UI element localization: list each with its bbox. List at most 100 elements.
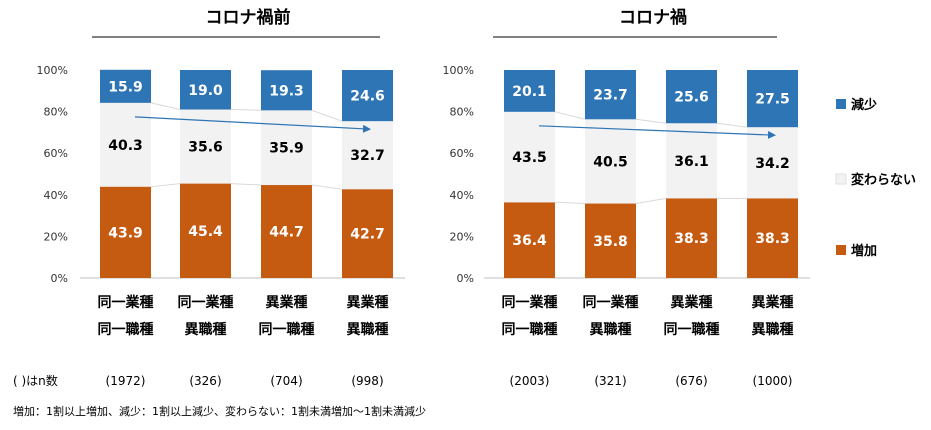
bar-segment-増加: [342, 189, 393, 278]
category-label-line2: 同一職種: [259, 321, 315, 338]
y-tick-label: 80%: [44, 106, 68, 119]
bar-segment-変わらない: [261, 110, 312, 186]
bar-segment-増加: [504, 202, 555, 278]
series-connector: [716, 122, 748, 128]
series-connector: [311, 184, 343, 190]
data-label: 40.3: [108, 138, 143, 154]
series-connector: [635, 118, 667, 124]
series-connector: [635, 197, 667, 205]
category-label-line1: 異業種: [752, 294, 794, 311]
category-label-line2: 異職種: [590, 321, 632, 338]
data-label: 36.1: [674, 154, 709, 170]
bar-segment-減少: [180, 70, 231, 110]
data-label: 15.9: [108, 79, 143, 95]
chart-panel-2: コロナ禍 0% 20% 40% 60% 80% 100% 36.4 43.5 20.1 同一業種同一…: [443, 7, 810, 388]
series-connector: [554, 111, 586, 120]
y-tick-label: 100%: [37, 64, 68, 77]
data-label: 23.7: [593, 88, 628, 104]
y-tick-label: 40%: [450, 189, 474, 202]
series-connector: [554, 201, 586, 205]
data-label: 42.7: [350, 227, 385, 243]
category-label-line1: 同一業種: [98, 294, 154, 311]
y-tick-label: 100%: [443, 64, 474, 77]
y-tick-label: 0%: [51, 272, 68, 285]
category-label-line1: 同一業種: [178, 294, 234, 311]
chart-panel-1: コロナ禍前0%20%40%60%80%100%43.940.315.9同一業種同…: [37, 7, 405, 388]
series-connector: [150, 183, 181, 188]
data-label: 38.3: [674, 231, 709, 247]
category-label-line2: 同一職種: [664, 321, 720, 338]
y-tick-label: 40%: [44, 189, 68, 202]
category-label-line1: 異業種: [347, 294, 389, 311]
category-label-line2: 同一職種: [98, 321, 154, 338]
data-label: 43.5: [512, 150, 547, 166]
bar-segment-増加: [585, 203, 636, 278]
n-count: (1000): [753, 374, 793, 388]
n-count: (998): [351, 374, 383, 388]
chart-title: コロナ禍: [619, 7, 687, 28]
bar-segment-減少: [747, 70, 798, 128]
series-connector: [150, 102, 181, 111]
trend-arrow: [134, 116, 371, 133]
category-label-line2: 異職種: [347, 321, 389, 338]
n-count: (321): [594, 374, 626, 388]
data-label: 45.4: [188, 224, 223, 240]
y-tick-label: 60%: [44, 147, 68, 160]
n-count-label: ( )はn数: [13, 373, 58, 388]
y-tick-label: 60%: [450, 147, 474, 160]
legend-swatch: [836, 245, 846, 255]
series-connector: [230, 109, 262, 111]
bar-segment-減少: [342, 70, 393, 122]
data-label: 35.8: [593, 234, 628, 250]
data-label: 24.6: [350, 89, 385, 105]
y-tick-label: 20%: [450, 230, 474, 243]
data-label: 44.7: [269, 225, 304, 241]
data-label: 35.9: [269, 141, 304, 157]
bar-segment-増加: [747, 198, 798, 278]
category-label-line1: 異業種: [266, 294, 308, 311]
y-tick-label: 80%: [450, 106, 474, 119]
bar-segment-減少: [666, 70, 717, 124]
legend-swatch: [835, 173, 847, 185]
n-count: (676): [675, 374, 707, 388]
legend-label: 減少: [851, 97, 877, 113]
n-count: (1972): [106, 374, 146, 388]
category-label-line2: 同一職種: [502, 321, 558, 338]
data-label: 43.9: [108, 225, 143, 241]
bar-segment-増加: [180, 183, 231, 278]
data-label: 25.6: [674, 90, 709, 106]
legend-label: 増加: [851, 243, 877, 259]
data-label: 36.4: [512, 233, 547, 249]
data-label: 32.7: [350, 148, 385, 164]
bar-segment-変わらない: [666, 123, 717, 199]
category-label-line1: 異業種: [671, 294, 713, 311]
bar-segment-増加: [261, 185, 312, 278]
chart-title: コロナ禍前: [206, 7, 291, 28]
y-tick-label: 0%: [457, 272, 474, 285]
bar-segment-変わらない: [747, 127, 798, 199]
series-connector: [311, 109, 343, 122]
n-count: (704): [270, 374, 302, 388]
data-label: 27.5: [755, 92, 790, 108]
data-label: 35.6: [188, 140, 223, 156]
data-label: 20.1: [512, 84, 547, 100]
bar-segment-増加: [100, 186, 151, 278]
legend-swatch: [836, 99, 846, 109]
data-label: 34.2: [755, 156, 790, 172]
bar-segment-変わらない: [585, 119, 636, 204]
n-count: (2003): [510, 374, 550, 388]
footnote: 増加：1割以上増加、減少：1割以上減少、変わらない：1割未満増加～1割未満減少: [13, 404, 426, 418]
n-count: (326): [189, 374, 221, 388]
trend-arrow: [538, 125, 776, 139]
bar-segment-変わらない: [504, 111, 555, 203]
data-label: 38.3: [755, 231, 790, 247]
category-label-line1: 同一業種: [502, 294, 558, 311]
y-tick-label: 20%: [44, 230, 68, 243]
bar-segment-減少: [261, 70, 312, 111]
data-label: 19.3: [269, 83, 304, 99]
data-label: 19.0: [188, 83, 223, 99]
bar-segment-増加: [666, 198, 717, 278]
category-label-line2: 異職種: [185, 321, 227, 338]
bar-segment-減少: [100, 69, 151, 103]
